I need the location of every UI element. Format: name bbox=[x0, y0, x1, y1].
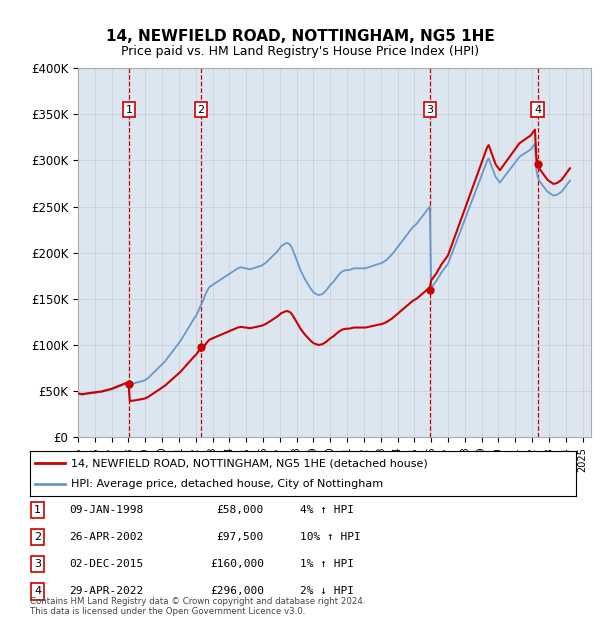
Text: 2: 2 bbox=[197, 105, 205, 115]
Text: Price paid vs. HM Land Registry's House Price Index (HPI): Price paid vs. HM Land Registry's House … bbox=[121, 45, 479, 58]
Text: 10% ↑ HPI: 10% ↑ HPI bbox=[300, 532, 361, 542]
Text: 02-DEC-2015: 02-DEC-2015 bbox=[69, 559, 143, 569]
Text: 2: 2 bbox=[34, 532, 41, 542]
Text: £296,000: £296,000 bbox=[210, 587, 264, 596]
Text: 26-APR-2002: 26-APR-2002 bbox=[69, 532, 143, 542]
Text: 3: 3 bbox=[34, 559, 41, 569]
Text: 3: 3 bbox=[427, 105, 433, 115]
Text: 4: 4 bbox=[34, 587, 41, 596]
Text: 4: 4 bbox=[534, 105, 541, 115]
Text: 2% ↓ HPI: 2% ↓ HPI bbox=[300, 587, 354, 596]
Text: 09-JAN-1998: 09-JAN-1998 bbox=[69, 505, 143, 515]
Text: £58,000: £58,000 bbox=[217, 505, 264, 515]
Text: £97,500: £97,500 bbox=[217, 532, 264, 542]
Text: HPI: Average price, detached house, City of Nottingham: HPI: Average price, detached house, City… bbox=[71, 479, 383, 489]
Text: 1% ↑ HPI: 1% ↑ HPI bbox=[300, 559, 354, 569]
Text: 4% ↑ HPI: 4% ↑ HPI bbox=[300, 505, 354, 515]
Text: 14, NEWFIELD ROAD, NOTTINGHAM, NG5 1HE (detached house): 14, NEWFIELD ROAD, NOTTINGHAM, NG5 1HE (… bbox=[71, 458, 428, 469]
Text: 1: 1 bbox=[125, 105, 133, 115]
Text: £160,000: £160,000 bbox=[210, 559, 264, 569]
Text: This data is licensed under the Open Government Licence v3.0.: This data is licensed under the Open Gov… bbox=[30, 607, 305, 616]
Text: 29-APR-2022: 29-APR-2022 bbox=[69, 587, 143, 596]
Text: 14, NEWFIELD ROAD, NOTTINGHAM, NG5 1HE: 14, NEWFIELD ROAD, NOTTINGHAM, NG5 1HE bbox=[106, 29, 494, 44]
Text: Contains HM Land Registry data © Crown copyright and database right 2024.: Contains HM Land Registry data © Crown c… bbox=[30, 597, 365, 606]
Text: 1: 1 bbox=[34, 505, 41, 515]
